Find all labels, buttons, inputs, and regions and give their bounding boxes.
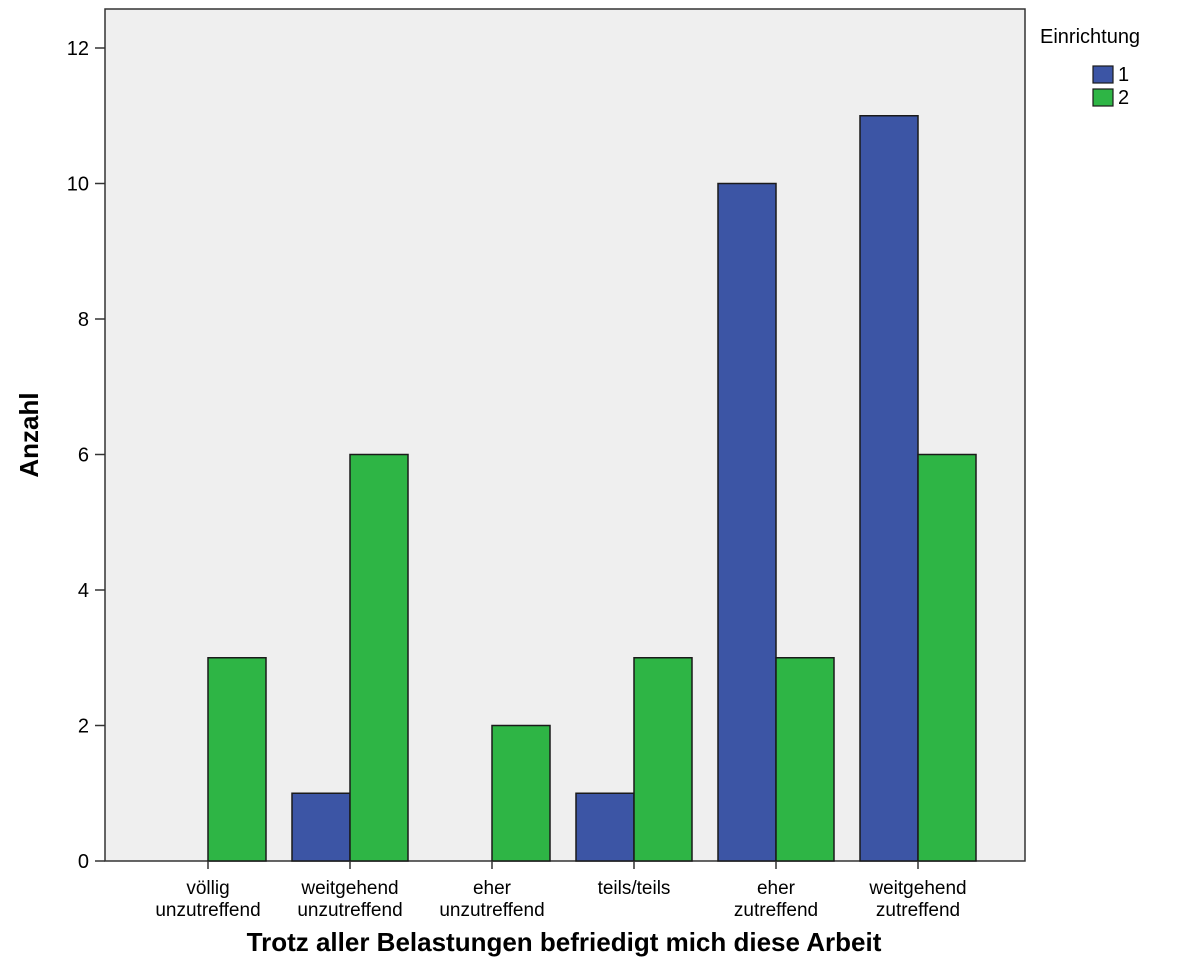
legend-swatch-2 <box>1092 88 1114 107</box>
x-axis-title: Trotz aller Belastungen befriedigt mich … <box>247 927 882 957</box>
bar-series-2-0 <box>207 657 267 862</box>
x-tick-label: eher <box>473 878 512 899</box>
x-tick-label: unzutreffend <box>155 900 260 921</box>
y-tick-label: 0 <box>78 851 89 873</box>
y-tick-label: 12 <box>67 38 89 60</box>
y-axis-title: Anzahl <box>14 392 44 477</box>
x-axis-labels: völligunzutreffendweitgehendunzutreffend… <box>155 878 966 921</box>
x-tick-label: zutreffend <box>876 900 960 921</box>
x-tick-label: weitgehend <box>300 878 398 899</box>
bar-series-2-3 <box>633 657 693 862</box>
bar-series-1-5 <box>859 115 919 862</box>
y-axis: 0 2 4 6 8 10 12 <box>67 38 105 873</box>
y-tick-label: 8 <box>78 309 89 331</box>
x-tick-label: teils/teils <box>598 878 671 899</box>
x-tick-label: eher <box>757 878 796 899</box>
x-tick-label: zutreffend <box>734 900 818 921</box>
x-tick-label: weitgehend <box>868 878 966 899</box>
bar-series-2-2 <box>491 724 551 862</box>
legend: Einrichtung 12 <box>1040 26 1140 109</box>
bars <box>207 115 977 869</box>
y-tick-label: 4 <box>78 580 89 602</box>
bar-series-2-1 <box>349 453 409 862</box>
x-tick-label: unzutreffend <box>297 900 402 921</box>
bar-series-2-4 <box>775 657 835 862</box>
bar-series-1-1 <box>291 792 351 862</box>
x-tick-label: unzutreffend <box>439 900 544 921</box>
legend-swatch-1 <box>1092 65 1114 84</box>
bar-series-2-5 <box>917 453 977 862</box>
legend-label-2: 2 <box>1118 87 1129 109</box>
y-tick-label: 2 <box>78 716 89 738</box>
bar-series-1-4 <box>717 182 777 862</box>
y-tick-label: 10 <box>67 174 89 196</box>
legend-title: Einrichtung <box>1040 26 1140 48</box>
legend-label-1: 1 <box>1118 64 1129 86</box>
bar-series-1-3 <box>575 792 635 862</box>
x-tick-label: völlig <box>186 878 229 899</box>
y-tick-label: 6 <box>78 445 89 467</box>
